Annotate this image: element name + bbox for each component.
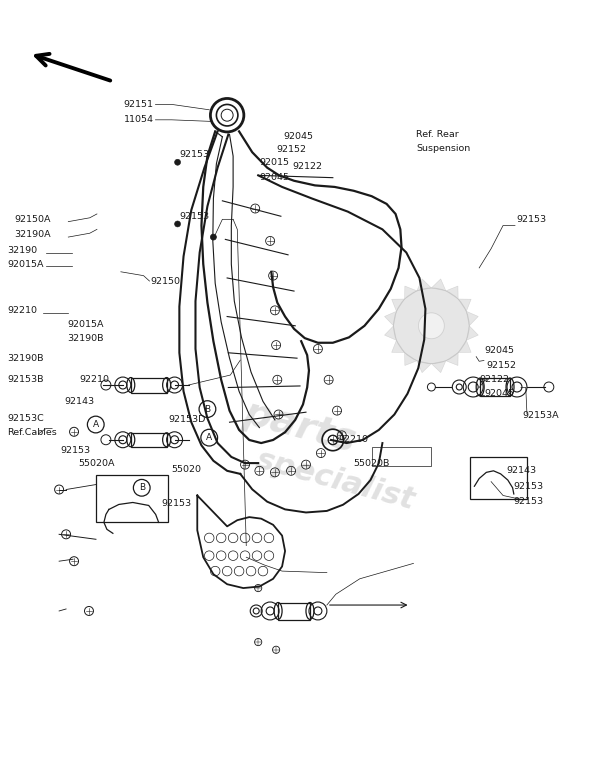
- Text: Suspension: Suspension: [416, 144, 471, 153]
- Bar: [480, 378, 510, 396]
- Text: 92153C: 92153C: [7, 414, 44, 423]
- Text: 92015A: 92015A: [67, 320, 104, 329]
- Text: 92143: 92143: [64, 397, 94, 406]
- Text: 92153: 92153: [516, 215, 547, 224]
- Text: 92153A: 92153A: [522, 411, 559, 420]
- Polygon shape: [458, 340, 471, 353]
- Text: 92153: 92153: [60, 446, 90, 455]
- Polygon shape: [458, 299, 471, 312]
- Text: 92015: 92015: [259, 158, 289, 167]
- Text: Ref. Rear: Ref. Rear: [416, 130, 459, 139]
- Text: 92122: 92122: [293, 163, 323, 171]
- Polygon shape: [466, 326, 478, 340]
- Text: 92150A: 92150A: [14, 215, 51, 224]
- Text: 92210: 92210: [79, 375, 109, 384]
- Text: 92045: 92045: [259, 173, 289, 182]
- Text: 92210: 92210: [7, 306, 37, 315]
- Text: 32190A: 32190A: [14, 230, 51, 239]
- Text: 92210: 92210: [339, 436, 369, 444]
- Bar: [96, 474, 167, 522]
- Polygon shape: [385, 326, 397, 340]
- Bar: [131, 378, 167, 393]
- Text: B: B: [205, 405, 211, 414]
- Circle shape: [418, 313, 445, 339]
- Bar: [278, 603, 310, 620]
- Polygon shape: [466, 312, 478, 326]
- Text: 92151: 92151: [124, 100, 154, 109]
- Text: A: A: [92, 420, 99, 429]
- Text: 32190B: 32190B: [7, 353, 44, 363]
- Polygon shape: [392, 340, 404, 353]
- Bar: [131, 432, 167, 446]
- Text: 32190: 32190: [7, 246, 37, 255]
- Bar: [470, 457, 527, 499]
- Text: 92143: 92143: [506, 467, 536, 475]
- Text: A: A: [206, 433, 212, 443]
- Text: 92153B: 92153B: [7, 375, 44, 384]
- Text: 11054: 11054: [124, 115, 154, 124]
- Text: 92153: 92153: [179, 150, 209, 159]
- Text: 92153: 92153: [179, 212, 209, 221]
- Circle shape: [175, 159, 181, 165]
- Text: Ref.Cables: Ref.Cables: [7, 428, 57, 437]
- Polygon shape: [431, 279, 446, 291]
- Polygon shape: [392, 299, 404, 312]
- Text: 92152: 92152: [487, 361, 517, 370]
- Text: 92153: 92153: [161, 498, 191, 508]
- Text: 92153: 92153: [514, 498, 544, 506]
- Text: 55020: 55020: [172, 465, 202, 474]
- Text: 32190B: 32190B: [67, 333, 104, 343]
- Polygon shape: [404, 353, 417, 366]
- Text: 92150: 92150: [151, 277, 181, 285]
- Text: 92153: 92153: [514, 482, 544, 491]
- Polygon shape: [446, 353, 458, 366]
- Circle shape: [211, 234, 217, 240]
- Text: 55020B: 55020B: [354, 459, 390, 467]
- Bar: [371, 447, 431, 467]
- Text: 92045: 92045: [484, 389, 514, 398]
- Text: 92045: 92045: [484, 346, 514, 355]
- Text: 92153D: 92153D: [169, 415, 206, 425]
- Text: B: B: [139, 484, 145, 492]
- Text: specialist: specialist: [253, 445, 419, 515]
- Polygon shape: [417, 360, 431, 373]
- Text: 92045: 92045: [283, 133, 313, 141]
- Polygon shape: [431, 360, 446, 373]
- Text: 92015A: 92015A: [7, 260, 44, 269]
- Polygon shape: [417, 279, 431, 291]
- Polygon shape: [446, 286, 458, 299]
- Circle shape: [175, 221, 181, 227]
- Polygon shape: [404, 286, 417, 299]
- Text: 92122: 92122: [479, 375, 509, 384]
- Text: parts: parts: [239, 393, 361, 460]
- Text: 55020A: 55020A: [78, 459, 115, 467]
- Circle shape: [394, 288, 469, 363]
- Polygon shape: [385, 312, 397, 326]
- Text: 92152: 92152: [276, 146, 306, 154]
